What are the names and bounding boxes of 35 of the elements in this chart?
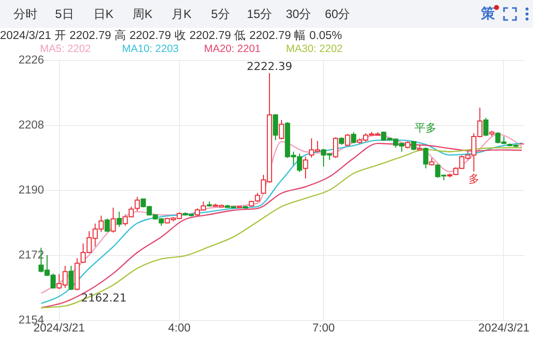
text: 5日	[54, 6, 75, 23]
annotation: 2222.39	[246, 60, 292, 74]
text: MA30: 2202	[286, 43, 344, 55]
text: 30分	[284, 6, 312, 23]
candlestick	[110, 207, 116, 234]
text: 日K	[92, 6, 114, 23]
candlestick	[483, 117, 488, 137]
candlestick	[68, 265, 74, 291]
candlestick	[278, 119, 284, 140]
candlestick	[423, 146, 428, 169]
text: 60分	[324, 6, 352, 23]
candlestick	[351, 132, 356, 144]
y-tick-label: 2190	[18, 184, 44, 196]
text: 15分	[246, 6, 274, 23]
text: 5分	[210, 6, 231, 23]
annotation: 平多	[414, 121, 437, 134]
text: MA20: 2201	[204, 43, 262, 55]
x-tick-label: 4:00	[168, 322, 191, 334]
y-tick-label: 2226	[18, 54, 44, 66]
candlestick	[104, 218, 110, 232]
candlestick	[272, 114, 278, 141]
chart-subtitle: 2024/3/21 开 2202.79 高 2202.79 收 2202.79 低 2202.79 幅 0.05%	[0, 30, 343, 43]
text: 周K	[131, 6, 154, 23]
x-tick-label: 2024/3/21	[478, 322, 530, 334]
x-tick-label: 7:00	[312, 322, 335, 334]
text: 月K	[170, 6, 192, 23]
annotation: 多	[468, 172, 480, 186]
candlestick	[332, 136, 338, 158]
text: MA5: 2202	[40, 43, 92, 55]
text: MA10: 2203	[122, 43, 180, 55]
y-tick-label: 2208	[18, 120, 44, 132]
candlestick	[116, 211, 122, 228]
candlestick	[302, 156, 308, 179]
text: 策	[481, 5, 495, 23]
text: 分时	[12, 6, 38, 23]
